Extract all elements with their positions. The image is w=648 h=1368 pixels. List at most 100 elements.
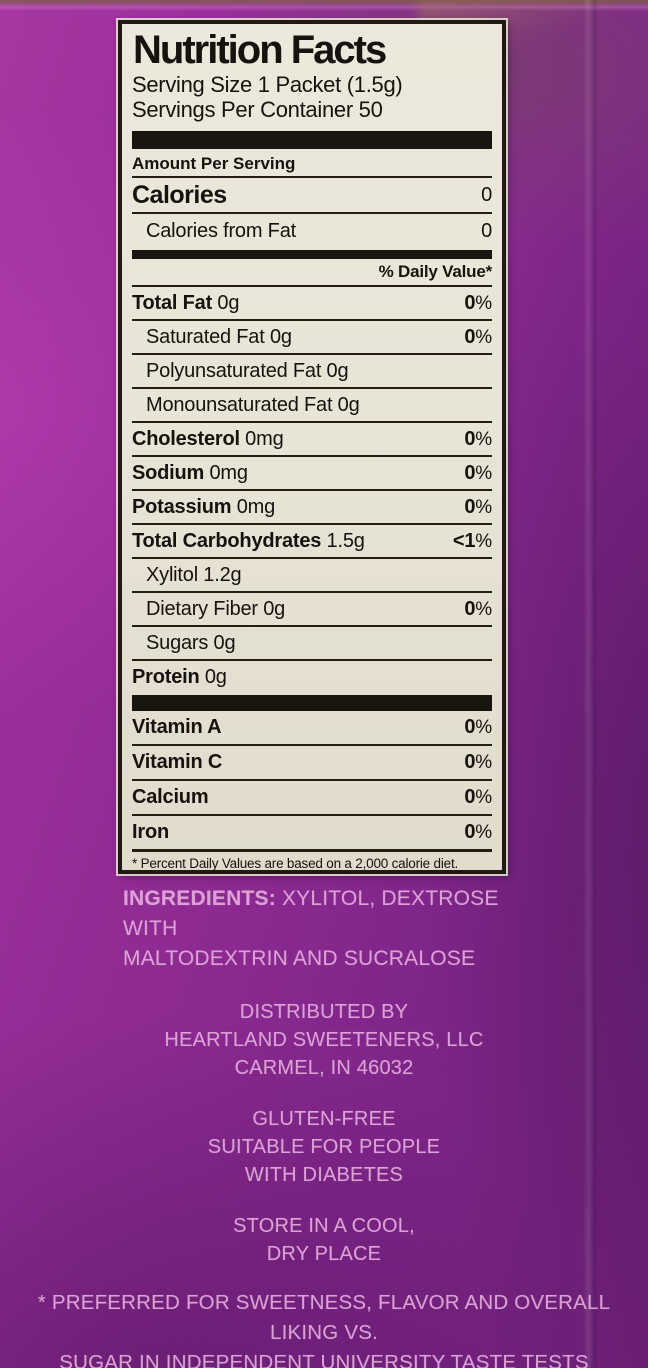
daily-value-footnote: * Percent Daily Values are based on a 2,… (132, 856, 459, 871)
nutrient-name: Potassium 0mg (132, 495, 276, 518)
divider-rule (132, 353, 492, 355)
nutrient-name: Vitamin C (132, 751, 223, 773)
storage-instructions-text: STORE IN A COOL, DRY PLACE (40, 1212, 608, 1268)
nutrient-name: Xylitol 1.2g (146, 563, 242, 586)
daily-value: 0% (464, 427, 492, 450)
nutrient-name: Saturated Fat 0g (146, 325, 292, 348)
vitamin-row: Vitamin A 0% (132, 711, 492, 744)
nutrient-rows: Total Fat 0g 0% Saturated Fat 0g 0% Polyunsa… (132, 287, 492, 693)
nutrient-row: Xylitol 1.2g (132, 559, 492, 591)
divider-rule (132, 591, 492, 593)
amount-per-serving-heading: Amount Per Serving (132, 154, 296, 173)
nutrient-row: Protein 0g (132, 661, 492, 693)
calories-from-fat-value: 0 (481, 219, 492, 242)
calories-value: 0 (481, 183, 492, 206)
divider-bar-thick (132, 131, 492, 149)
ingredients-text: INGREDIENTS: XYLITOL, DEXTROSE WITH MALT… (123, 884, 527, 974)
dietary-claims-text: GLUTEN-FREE SUITABLE FOR PEOPLE WITH DIA… (40, 1105, 608, 1189)
nutrient-name: Iron (132, 821, 169, 843)
vitamin-rows: Vitamin A 0% Vitamin C 0% Calcium 0% Iron 0% (132, 711, 492, 849)
nutrient-name: Sodium 0mg (132, 461, 248, 484)
divider-rule (132, 557, 492, 559)
divider-rule (132, 625, 492, 627)
dietary-line: WITH DIABETES (244, 1164, 404, 1186)
divider-rule (132, 455, 492, 457)
claim-line: SUGAR IN INDEPENDENT UNIVERSITY TASTE TE… (59, 1351, 589, 1368)
vitamin-row: Vitamin C 0% (132, 746, 492, 779)
daily-value: 0% (464, 751, 492, 773)
nutrient-name: Protein 0g (132, 665, 227, 688)
nutrient-row: Monounsaturated Fat 0g (132, 389, 492, 421)
ingredients-line-1: INGREDIENTS: XYLITOL, DEXTROSE WITH (123, 887, 499, 940)
nutrient-row: Total Carbohydrates 1.5g <1% (132, 525, 492, 557)
nutrient-name: Total Carbohydrates 1.5g (132, 529, 365, 552)
vitamin-row: Iron 0% (132, 816, 492, 849)
nutrient-name: Cholesterol 0mg (132, 427, 284, 450)
nutrient-name: Polyunsaturated Fat 0g (146, 359, 349, 382)
divider-rule (132, 176, 492, 178)
nutrient-name: Calcium (132, 786, 209, 808)
divider-rule (132, 744, 492, 746)
divider-rule-final (132, 849, 492, 852)
divider-rule (132, 523, 492, 525)
divider-rule (132, 212, 492, 214)
daily-value: 0% (464, 786, 492, 808)
daily-value: 0% (464, 716, 492, 738)
dietary-line: GLUTEN-FREE (252, 1108, 396, 1130)
ingredients-line-2: MALTODEXTRIN AND SUCRALOSE (123, 947, 476, 970)
box-top-edge (0, 0, 648, 11)
daily-value: 0% (464, 291, 492, 314)
nutrient-name: Vitamin A (132, 716, 222, 738)
storage-line: DRY PLACE (266, 1243, 382, 1265)
daily-value: 0% (464, 325, 492, 348)
taste-test-claim-text: * PREFERRED FOR SWEETNESS, FLAVOR AND OV… (10, 1288, 638, 1368)
divider-rule (132, 285, 492, 287)
daily-value: 0% (464, 821, 492, 843)
daily-value: <1% (452, 529, 492, 552)
daily-value: 0% (464, 461, 492, 484)
nutrient-row: Cholesterol 0mg 0% (132, 423, 492, 455)
serving-size-text: Serving Size 1 Packet (1.5g) (132, 72, 403, 97)
claim-line: * PREFERRED FOR SWEETNESS, FLAVOR AND OV… (37, 1291, 611, 1344)
nutrient-row: Dietary Fiber 0g 0% (132, 593, 492, 625)
nutrient-row: Polyunsaturated Fat 0g (132, 355, 492, 387)
divider-rule (132, 814, 492, 816)
vitamin-row: Calcium 0% (132, 781, 492, 814)
nutrient-name: Sugars 0g (146, 631, 236, 654)
daily-value: 0% (464, 495, 492, 518)
divider-bar-medium (132, 250, 492, 259)
nutrient-row: Sodium 0mg 0% (132, 457, 492, 489)
box-side-crease (583, 0, 599, 1368)
calories-label: Calories (132, 180, 227, 209)
dietary-line: SUITABLE FOR PEOPLE (207, 1136, 441, 1158)
divider-rule (132, 319, 492, 321)
nutrient-row: Total Fat 0g 0% (132, 287, 492, 319)
divider-bar-thick (132, 695, 492, 711)
divider-rule (132, 779, 492, 781)
calories-from-fat-label: Calories from Fat (146, 219, 296, 242)
servings-per-container-text: Servings Per Container 50 (132, 97, 383, 122)
storage-line: STORE IN A COOL, (233, 1215, 415, 1237)
daily-value: 0% (464, 597, 492, 620)
nutrient-name: Total Fat 0g (132, 291, 240, 314)
ingredients-label: INGREDIENTS: (123, 887, 276, 910)
distributor-line: HEARTLAND SWEETENERS, LLC (164, 1029, 484, 1051)
nutrient-row: Sugars 0g (132, 627, 492, 659)
divider-rule (132, 387, 492, 389)
calories-from-fat-row: Calories from Fat 0 (132, 214, 492, 248)
nutrient-name: Dietary Fiber 0g (146, 597, 286, 620)
nutrient-row: Saturated Fat 0g 0% (132, 321, 492, 353)
nutrition-facts-title: Nutrition Facts (133, 28, 387, 72)
distributor-line: DISTRIBUTED BY (239, 1001, 409, 1023)
nutrient-name: Monounsaturated Fat 0g (146, 393, 360, 416)
distributor-text: DISTRIBUTED BY HEARTLAND SWEETENERS, LLC… (40, 998, 608, 1082)
nutrition-facts-panel: Nutrition Facts Serving Size 1 Packet (1… (118, 20, 506, 874)
daily-value-header: % Daily Value* (378, 262, 493, 281)
divider-rule (132, 421, 492, 423)
nutrient-row: Potassium 0mg 0% (132, 491, 492, 523)
divider-rule (132, 489, 492, 491)
calories-row: Calories 0 (132, 178, 492, 212)
distributor-line: CARMEL, IN 46032 (234, 1057, 414, 1079)
divider-rule (132, 659, 492, 661)
